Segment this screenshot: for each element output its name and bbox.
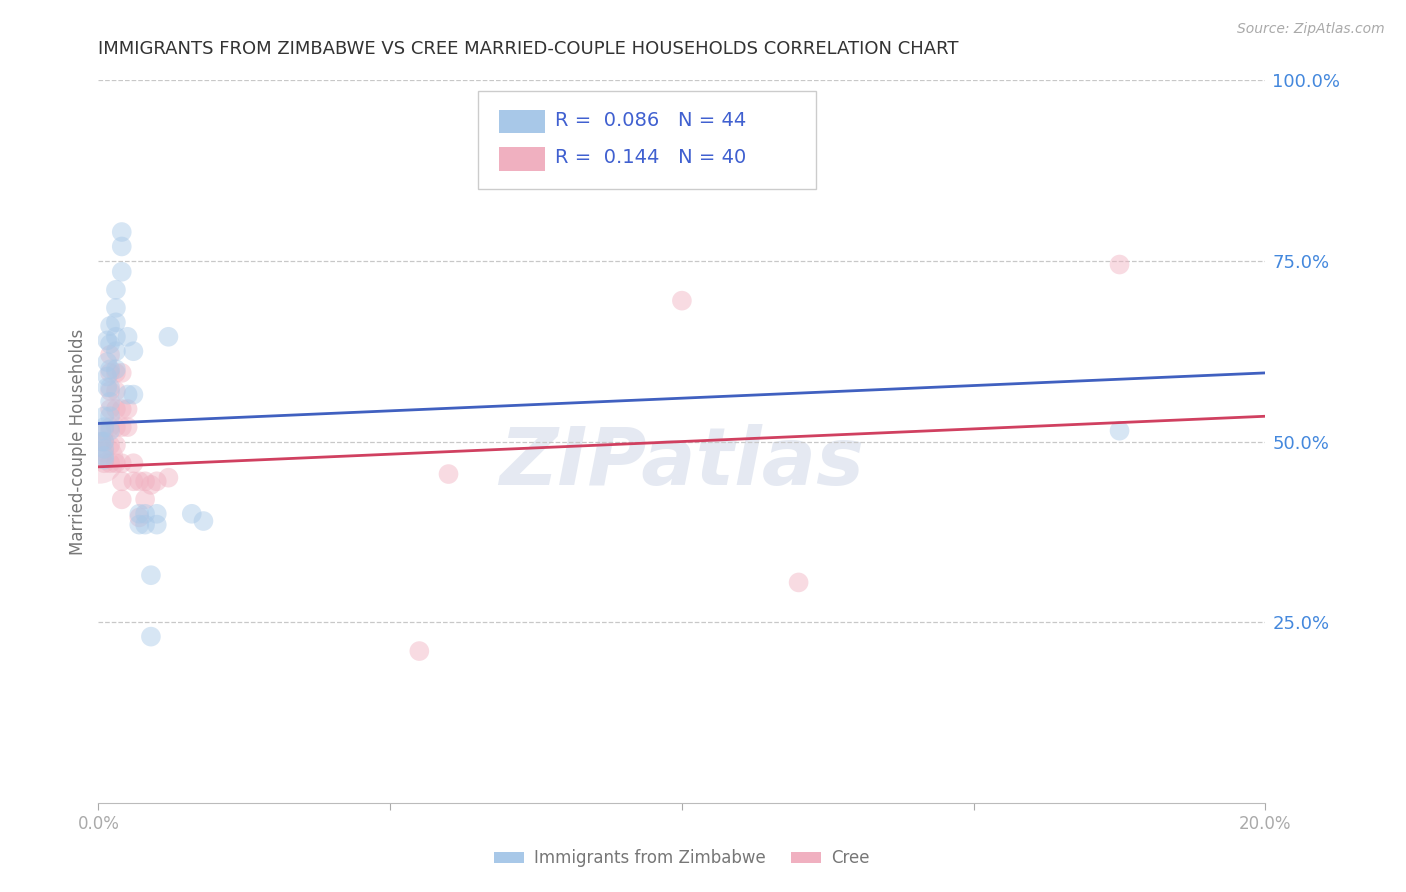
Text: IMMIGRANTS FROM ZIMBABWE VS CREE MARRIED-COUPLE HOUSEHOLDS CORRELATION CHART: IMMIGRANTS FROM ZIMBABWE VS CREE MARRIED… bbox=[98, 40, 959, 58]
Point bbox=[117, 402, 139, 417]
Point bbox=[146, 507, 169, 521]
Point bbox=[111, 225, 134, 239]
Point bbox=[122, 387, 145, 401]
Point bbox=[437, 467, 460, 481]
Point bbox=[98, 362, 121, 376]
Point bbox=[93, 452, 115, 467]
Point bbox=[93, 434, 115, 449]
Point bbox=[1108, 424, 1130, 438]
Point bbox=[104, 315, 127, 329]
Point bbox=[98, 348, 121, 362]
Point bbox=[98, 424, 121, 438]
Point bbox=[111, 366, 134, 380]
Point bbox=[104, 283, 127, 297]
Point bbox=[146, 475, 169, 489]
Point bbox=[111, 265, 134, 279]
Text: Source: ZipAtlas.com: Source: ZipAtlas.com bbox=[1237, 22, 1385, 37]
FancyBboxPatch shape bbox=[478, 91, 815, 189]
Point bbox=[111, 456, 134, 470]
Point bbox=[1108, 258, 1130, 272]
Point bbox=[146, 517, 169, 532]
Point bbox=[104, 420, 127, 434]
Point bbox=[104, 344, 127, 359]
Point bbox=[96, 369, 118, 384]
Point bbox=[104, 301, 127, 315]
Point bbox=[93, 420, 115, 434]
Text: R =  0.144   N = 40: R = 0.144 N = 40 bbox=[555, 148, 747, 167]
Point bbox=[98, 337, 121, 351]
Point bbox=[104, 438, 127, 452]
Point bbox=[93, 442, 115, 456]
Point bbox=[93, 434, 115, 449]
Text: R =  0.086   N = 44: R = 0.086 N = 44 bbox=[555, 111, 747, 129]
Point bbox=[139, 568, 162, 582]
Point bbox=[98, 402, 121, 417]
Point bbox=[193, 514, 215, 528]
Point bbox=[111, 420, 134, 434]
Point bbox=[787, 575, 810, 590]
Point bbox=[98, 380, 121, 394]
Point bbox=[98, 318, 121, 333]
Point bbox=[128, 507, 150, 521]
Point bbox=[122, 475, 145, 489]
Point bbox=[134, 507, 156, 521]
Point bbox=[111, 492, 134, 507]
Point bbox=[98, 438, 121, 452]
Point bbox=[96, 380, 118, 394]
Point bbox=[157, 470, 180, 484]
Point bbox=[90, 424, 112, 438]
Point bbox=[98, 366, 121, 380]
Text: ZIPatlas: ZIPatlas bbox=[499, 425, 865, 502]
Point bbox=[96, 355, 118, 369]
Point bbox=[98, 394, 121, 409]
Point bbox=[111, 475, 134, 489]
Point bbox=[98, 384, 121, 398]
Y-axis label: Married-couple Households: Married-couple Households bbox=[69, 328, 87, 555]
Point bbox=[104, 362, 127, 376]
Point bbox=[139, 478, 162, 492]
Point bbox=[408, 644, 430, 658]
Point bbox=[93, 409, 115, 424]
Point bbox=[134, 517, 156, 532]
Point bbox=[93, 456, 115, 470]
Point bbox=[104, 456, 127, 470]
Point bbox=[117, 387, 139, 401]
Point bbox=[90, 434, 112, 449]
Point bbox=[671, 293, 693, 308]
Point bbox=[180, 507, 202, 521]
Point bbox=[122, 344, 145, 359]
Point bbox=[93, 424, 115, 438]
Point bbox=[93, 449, 115, 463]
Point bbox=[98, 409, 121, 424]
Point bbox=[128, 510, 150, 524]
Legend: Immigrants from Zimbabwe, Cree: Immigrants from Zimbabwe, Cree bbox=[488, 843, 876, 874]
Point bbox=[104, 402, 127, 417]
Point bbox=[128, 517, 150, 532]
FancyBboxPatch shape bbox=[499, 110, 546, 133]
Point bbox=[98, 456, 121, 470]
Point bbox=[122, 456, 145, 470]
Point bbox=[104, 384, 127, 398]
Point bbox=[117, 330, 139, 344]
FancyBboxPatch shape bbox=[499, 147, 546, 170]
Point bbox=[96, 334, 118, 348]
Point bbox=[93, 445, 115, 459]
Point bbox=[134, 475, 156, 489]
Point bbox=[89, 452, 111, 467]
Point bbox=[104, 330, 127, 344]
Point bbox=[157, 330, 180, 344]
Point bbox=[90, 434, 112, 449]
Point bbox=[128, 475, 150, 489]
Point bbox=[139, 630, 162, 644]
Point bbox=[134, 492, 156, 507]
Point bbox=[104, 366, 127, 380]
Point bbox=[98, 420, 121, 434]
Point bbox=[111, 239, 134, 253]
Point bbox=[117, 420, 139, 434]
Point bbox=[111, 402, 134, 417]
